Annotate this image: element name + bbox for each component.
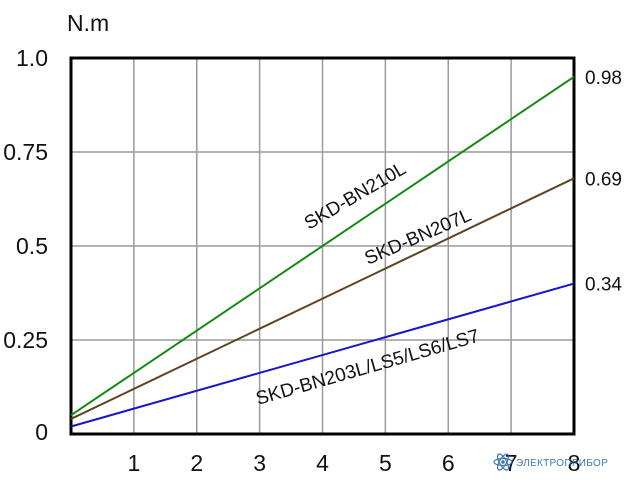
x-tick-label: 5: [379, 450, 392, 476]
end-value-labels: 0.98 0.69 0.34: [585, 68, 622, 296]
end-value-label: 0.34: [585, 275, 622, 296]
end-value-label: 0.69: [585, 169, 622, 190]
series-label-skd-bn207l: SKD-BN207L: [362, 205, 475, 270]
y-tick-label: 0.25: [3, 327, 48, 353]
y-tick-label: 1.0: [16, 45, 48, 71]
y-axis-unit-label: N.m: [67, 10, 109, 36]
plot-frame: [69, 56, 576, 436]
y-tick-labels: 0 0.25 0.5 0.75 1.0: [3, 45, 48, 445]
atom-logo-icon: [493, 453, 513, 471]
x-tick-label: 2: [190, 450, 203, 476]
x-tick-label: 3: [253, 450, 266, 476]
x-tick-label: 6: [442, 450, 455, 476]
watermark-text: ЭЛЕКТРОПРИБОР: [516, 458, 608, 469]
series-line: [70, 177, 575, 420]
y-tick-label: 0: [35, 419, 48, 445]
end-value-label: 0.98: [585, 68, 622, 89]
x-tick-label: 4: [316, 450, 329, 476]
y-tick-label: 0.75: [3, 139, 48, 165]
series-line: [70, 282, 575, 428]
y-tick-label: 0.5: [16, 233, 48, 259]
series-line: [70, 75, 575, 417]
watermark: ЭЛЕКТРОПРИБОР: [493, 453, 608, 471]
series-lines: [70, 75, 575, 428]
x-tick-label: 1: [127, 450, 140, 476]
x-tick-label: 8: [568, 450, 581, 476]
